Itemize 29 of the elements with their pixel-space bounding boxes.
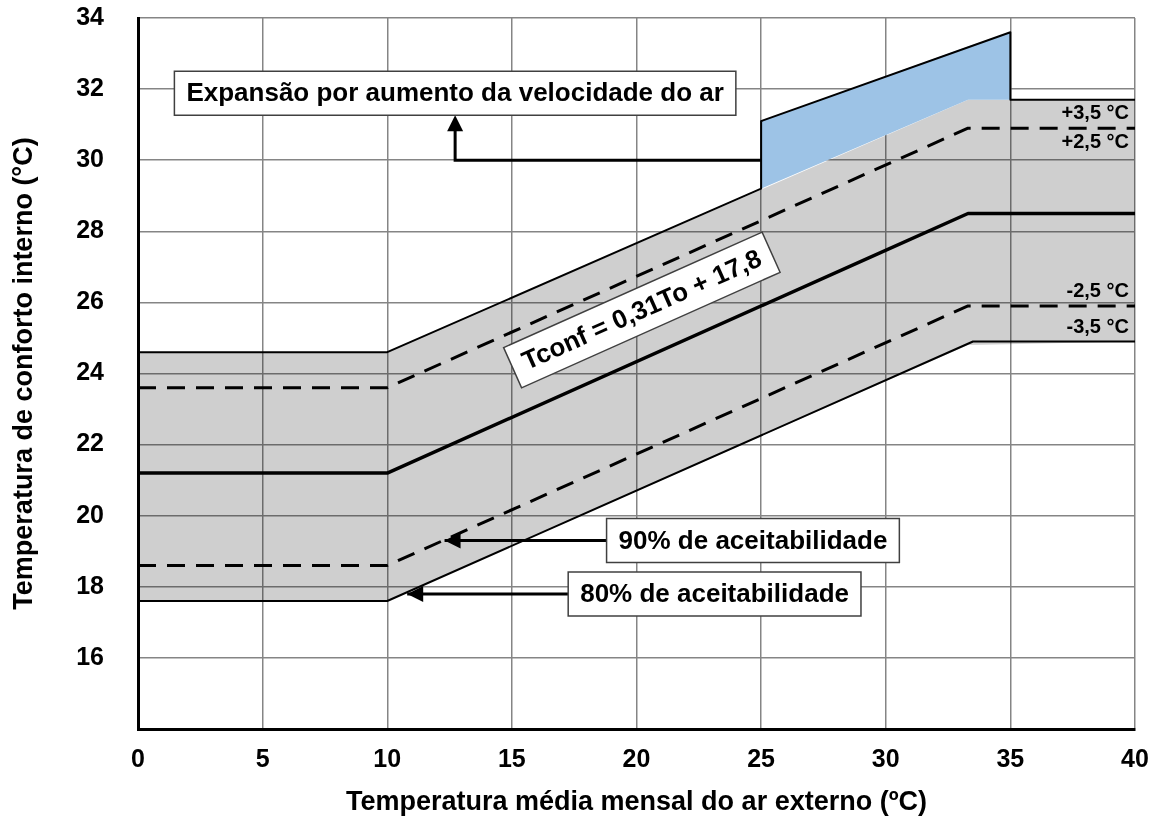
- x-axis-title: Temperatura média mensal do ar externo (ºC): [345, 786, 928, 817]
- x-tick-label: 10: [373, 743, 402, 772]
- x-tick-label: 15: [497, 743, 526, 772]
- x-tick-label: 5: [255, 743, 270, 772]
- text: Tconf = 0,31To + 17,8: [517, 242, 766, 376]
- y-axis-title: Temperatura de conforto interno (°C): [7, 137, 38, 610]
- x-tick-label: 35: [996, 743, 1025, 772]
- y-tick-label: 26: [76, 286, 104, 315]
- x-tick-label: 25: [747, 743, 776, 772]
- y-tick-label: 20: [76, 499, 104, 528]
- annotation: 90% de aceitabilidade: [618, 524, 888, 555]
- y-tick-label: 30: [76, 144, 104, 173]
- y-tick-label: 24: [76, 357, 105, 386]
- y-tick-label: 32: [76, 72, 104, 101]
- series-label: -3,5 °C: [1066, 315, 1129, 338]
- x-tick-label: 0: [131, 743, 145, 772]
- y-tick-label: 16: [76, 641, 104, 670]
- y-tick-label: 34: [76, 1, 105, 30]
- series-label: +2,5 °C: [1061, 129, 1129, 152]
- y-tick-label: 18: [76, 570, 105, 599]
- annotation: Expansão por aumento da velocidade do ar: [186, 77, 724, 108]
- x-tick-label: 40: [1121, 743, 1149, 772]
- x-tick-label: 20: [622, 743, 651, 772]
- series-label: +3,5 °C: [1061, 101, 1129, 124]
- annotation: 80% de aceitabilidade: [580, 578, 849, 609]
- y-tick-label: 28: [76, 215, 105, 244]
- x-tick-label: 30: [871, 743, 900, 772]
- series-label: -2,5 °C: [1066, 279, 1129, 302]
- y-tick-label: 22: [76, 428, 104, 457]
